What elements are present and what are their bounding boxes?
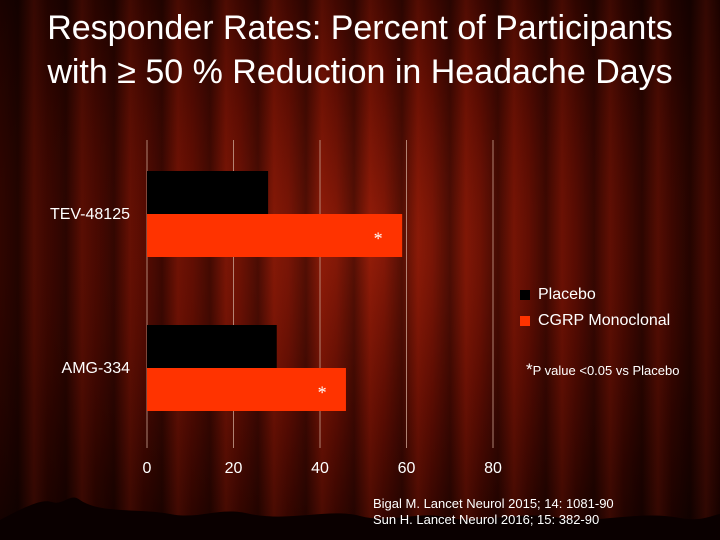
x-tick-label-80: 80 bbox=[484, 460, 502, 477]
significance-star-tev-48125: * bbox=[374, 229, 383, 249]
x-tick-label-20: 20 bbox=[225, 460, 243, 477]
bar-amg-334-cgrp-monoclonal bbox=[147, 368, 346, 411]
bar-tev-48125-cgrp-monoclonal bbox=[147, 214, 403, 257]
category-label-amg-334: AMG-334 bbox=[62, 360, 131, 377]
x-tick-label-0: 0 bbox=[143, 460, 152, 477]
significance-star-amg-334: * bbox=[318, 383, 327, 403]
legend-item-cgrp: CGRP Monoclonal bbox=[520, 308, 670, 334]
legend-label-cgrp: CGRP Monoclonal bbox=[538, 312, 671, 329]
slide-title: Responder Rates: Percent of Participants… bbox=[47, 9, 673, 91]
stage-floor-edge bbox=[0, 497, 720, 540]
footnote-text: P value <0.05 vs Placebo bbox=[532, 363, 680, 378]
references: Bigal M. Lancet Neurol 2015; 14: 1081-90… bbox=[373, 496, 614, 528]
category-labels: TEV-48125 AMG-334 bbox=[50, 206, 130, 377]
legend-swatch-placebo bbox=[520, 290, 530, 300]
bar-amg-334-placebo bbox=[147, 325, 277, 368]
legend-label-placebo: Placebo bbox=[538, 286, 596, 303]
legend: Placebo CGRP Monoclonal bbox=[520, 282, 670, 334]
x-tick-labels: 0 20 40 60 80 bbox=[143, 460, 502, 477]
bar-tev-48125-placebo bbox=[147, 171, 269, 214]
category-label-tev-48125: TEV-48125 bbox=[50, 206, 130, 223]
bars: ** bbox=[147, 171, 403, 411]
reference-1: Bigal M. Lancet Neurol 2015; 14: 1081-90 bbox=[373, 496, 614, 511]
x-tick-label-40: 40 bbox=[311, 460, 329, 477]
legend-item-placebo: Placebo bbox=[520, 282, 670, 308]
p-value-footnote: *P value <0.05 vs Placebo bbox=[526, 360, 679, 380]
legend-swatch-cgrp bbox=[520, 316, 530, 326]
reference-2: Sun H. Lancet Neurol 2016; 15: 382-90 bbox=[373, 512, 600, 527]
footnote-star: * bbox=[526, 360, 533, 379]
x-tick-label-60: 60 bbox=[398, 460, 416, 477]
